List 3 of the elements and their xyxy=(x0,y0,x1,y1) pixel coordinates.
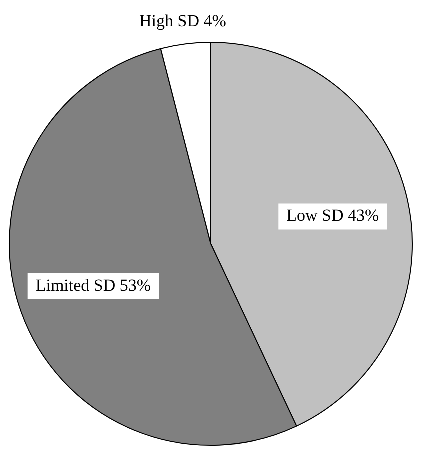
slice-label: Limited SD 53% xyxy=(36,276,152,295)
slice-label: High SD 4% xyxy=(140,12,226,31)
slice-label: Low SD 43% xyxy=(286,206,380,226)
